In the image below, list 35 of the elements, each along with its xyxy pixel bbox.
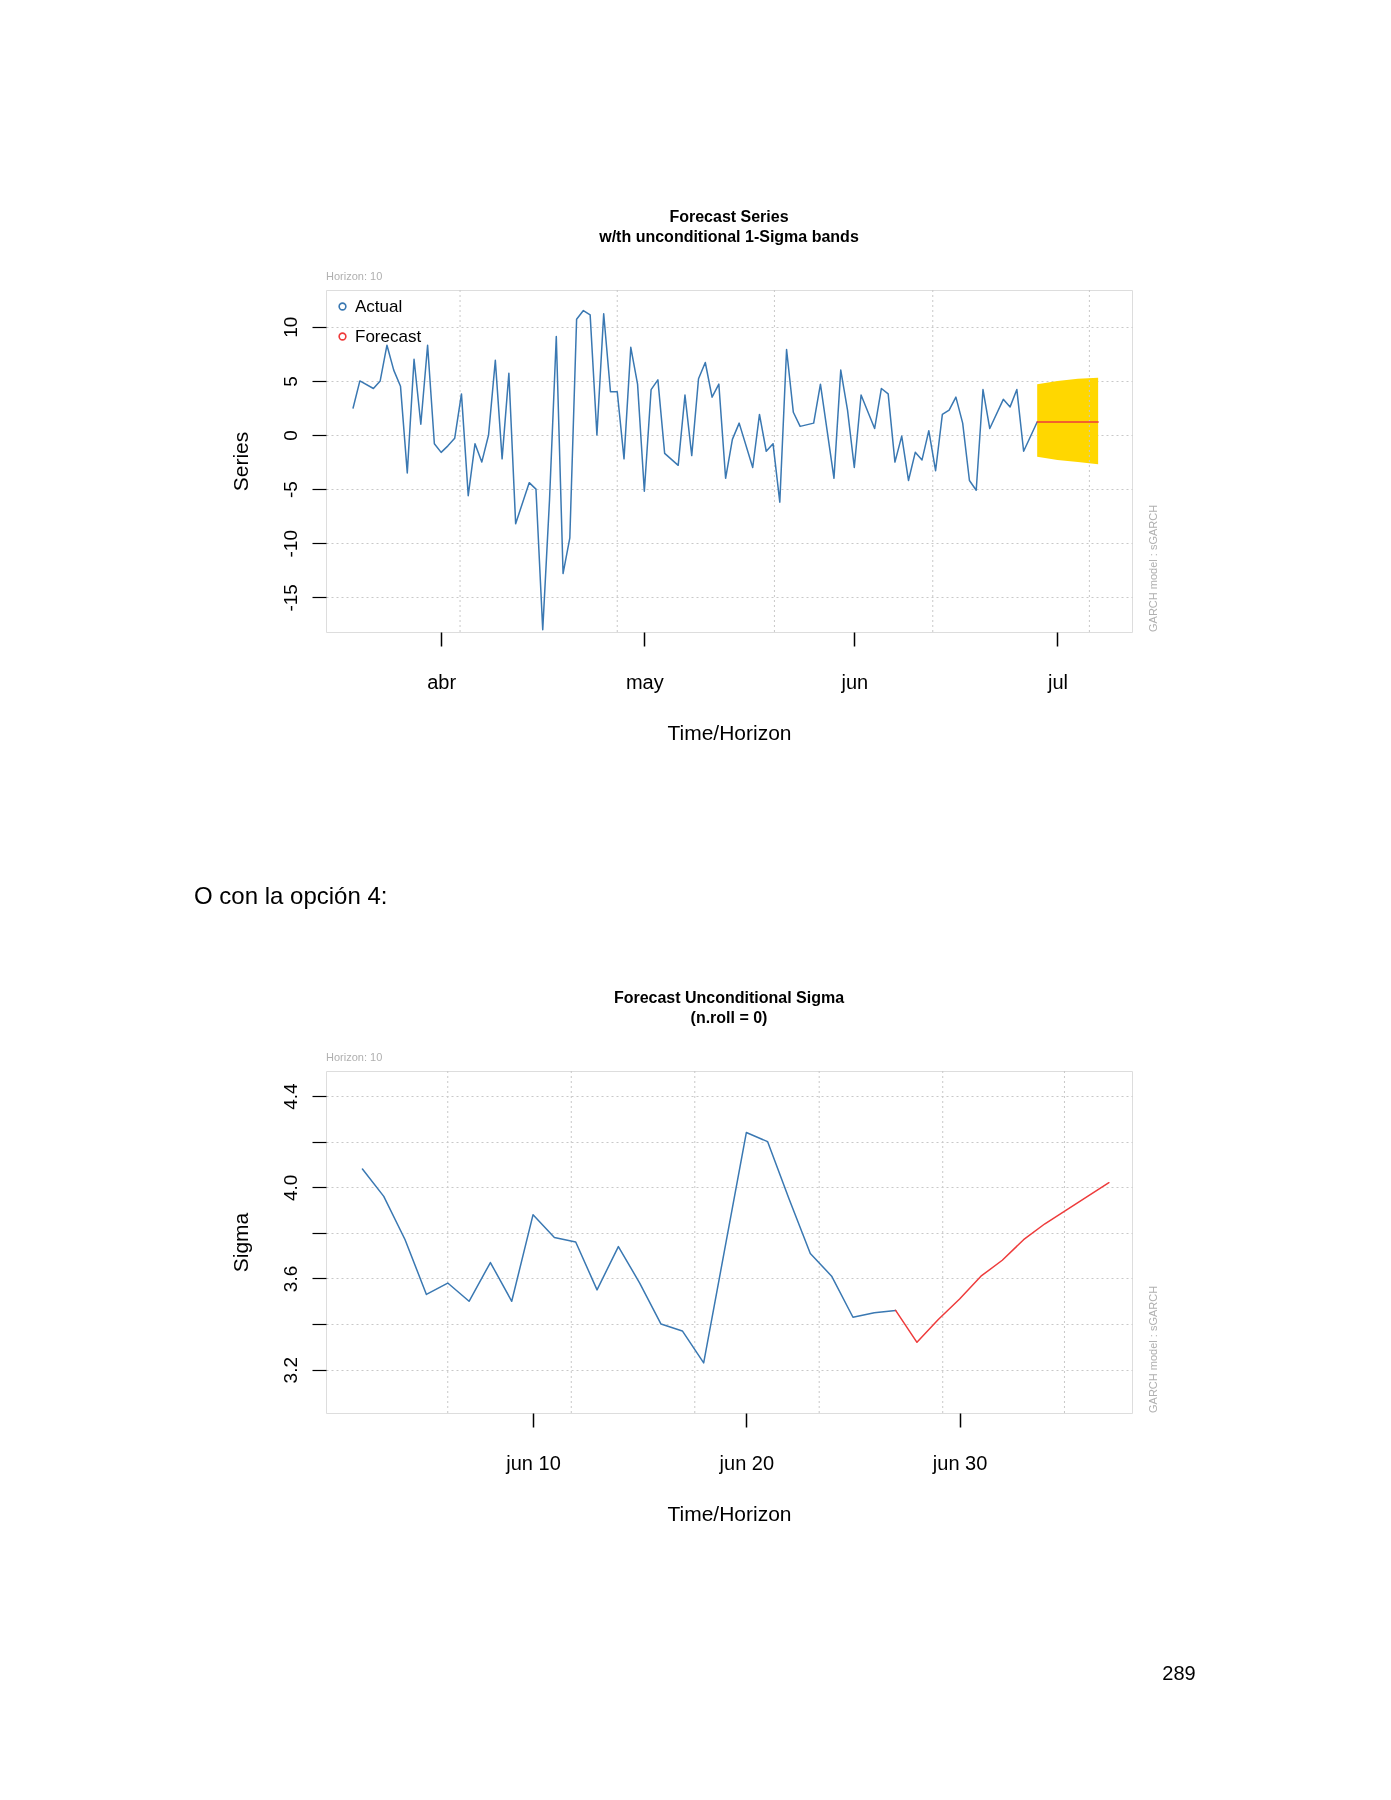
chart-title: Forecast Unconditional Sigma [613, 989, 845, 1006]
y-tick-label: 4.0 [279, 1174, 301, 1201]
text: GARCH model : sGARCH [1147, 1285, 1159, 1413]
y-tick-label: -10 [279, 530, 301, 558]
text: GARCH model : sGARCH [1147, 504, 1159, 632]
x-tick-label: abr [427, 670, 457, 693]
x-axis-title: Time/Horizon [667, 720, 792, 744]
chart-subtitle: (n.roll = 0) [690, 1009, 768, 1026]
y-tick-label: -5 [279, 481, 301, 499]
line-series [894, 1181, 1110, 1344]
x-axis-title: Time/Horizon [667, 1501, 792, 1525]
line-series [361, 1131, 897, 1364]
y-tick-label: 3.2 [279, 1356, 301, 1384]
y-tick-label: 10 [279, 316, 301, 338]
text: O con la opción 4: [194, 882, 388, 909]
y-tick-label: 5 [279, 376, 301, 387]
text: Horizon: 10 [326, 1051, 383, 1063]
legend-label: Actual [355, 296, 403, 316]
text: Horizon: 10 [326, 270, 383, 282]
y-axis-title: Sigma [228, 1212, 252, 1273]
x-tick-label: jun 10 [505, 1451, 561, 1474]
legend-label: Forecast [355, 326, 422, 346]
y-tick-label: -15 [279, 584, 301, 612]
y-axis-title: Series [228, 431, 252, 492]
x-tick-label: jun [840, 670, 869, 693]
chart-title: Forecast Series [669, 208, 789, 225]
y-tick-label: 3.6 [279, 1265, 301, 1293]
chart-subtitle: w/th unconditional 1-Sigma bands [598, 228, 859, 245]
x-tick-label: jun 20 [718, 1451, 775, 1474]
y-tick-label: 0 [279, 430, 301, 441]
x-tick-label: jul [1046, 670, 1068, 693]
x-tick-label: jun 30 [931, 1451, 988, 1474]
y-tick-label: 4.4 [279, 1082, 301, 1110]
x-tick-label: may [625, 670, 664, 693]
text: 289 [1162, 1662, 1196, 1684]
